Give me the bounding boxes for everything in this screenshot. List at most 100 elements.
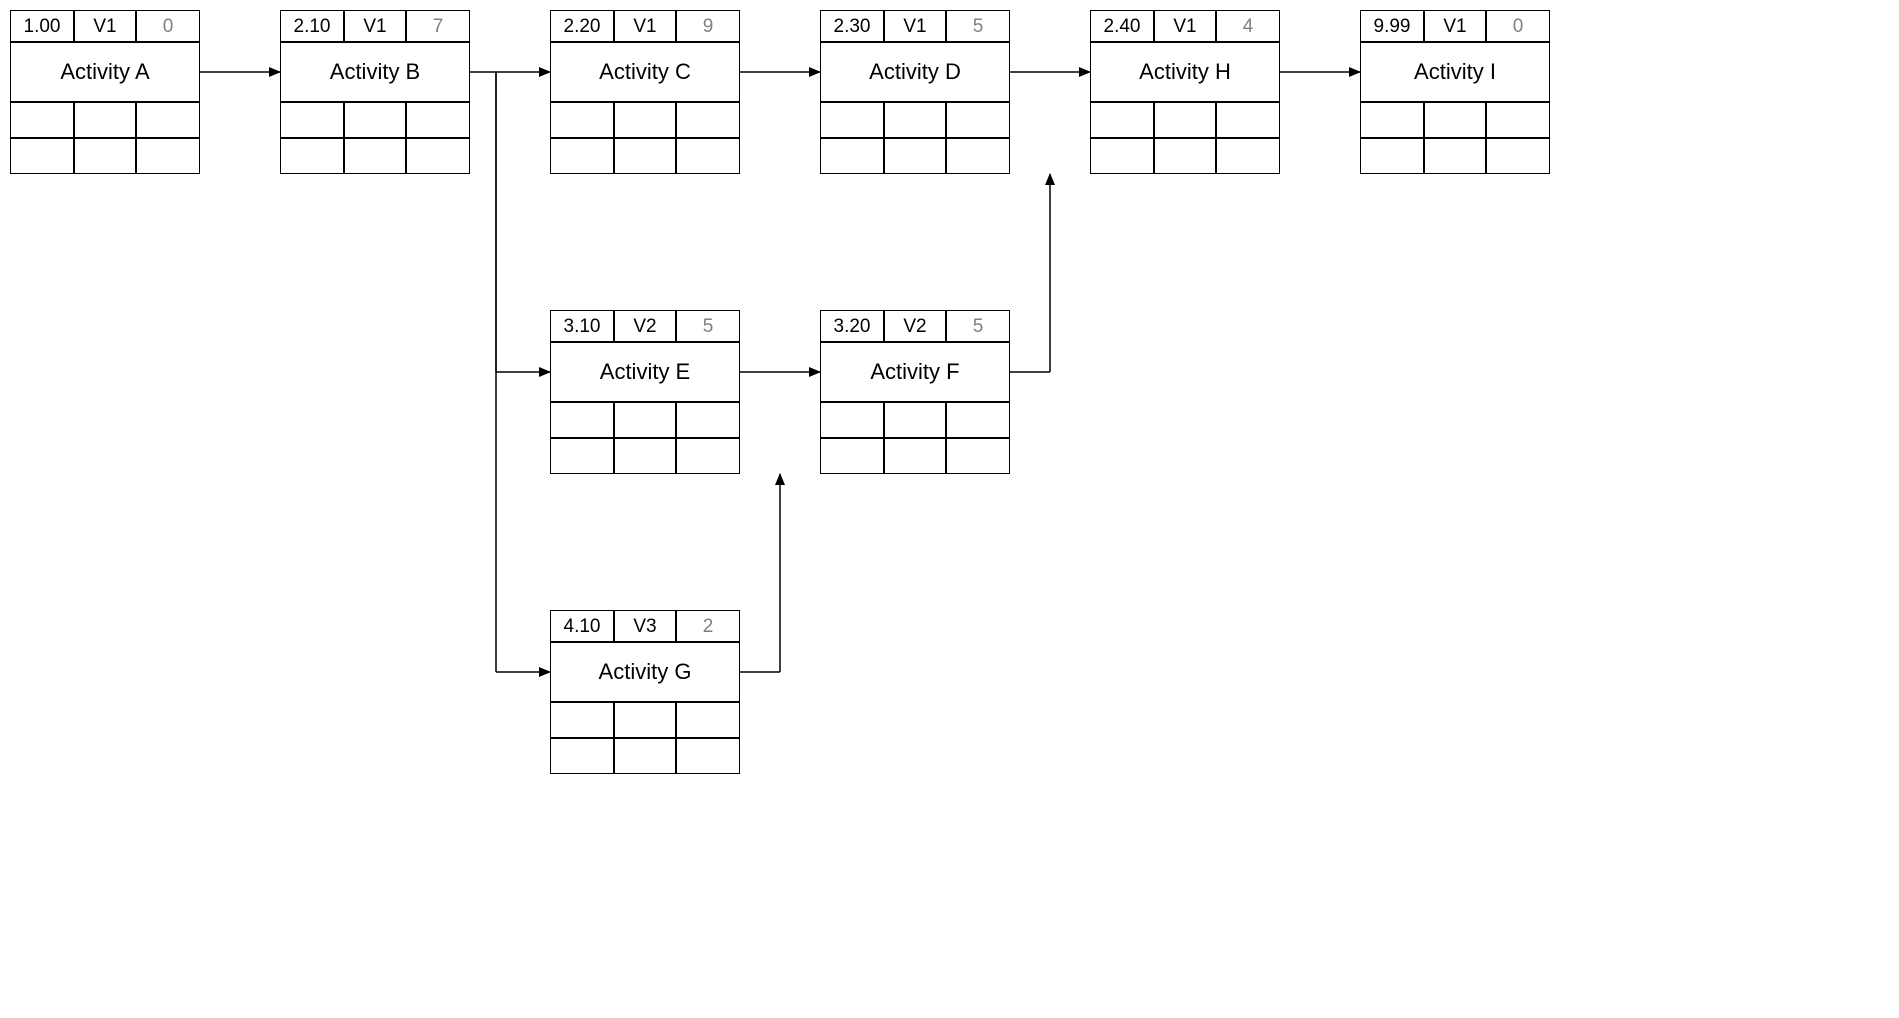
node-empty-cell (884, 138, 946, 174)
node-label: Activity E (550, 342, 740, 402)
node-code: 1.00 (10, 10, 74, 42)
node-count: 5 (946, 310, 1010, 342)
node-empty-cell (676, 702, 740, 738)
node-empty-cell (1360, 102, 1424, 138)
node-empty-cell (1154, 138, 1216, 174)
node-count: 9 (676, 10, 740, 42)
node-version: V1 (1154, 10, 1216, 42)
node-empty-cell (406, 138, 470, 174)
node-empty-cell (820, 438, 884, 474)
node-label: Activity G (550, 642, 740, 702)
node-empty-cell (676, 402, 740, 438)
node-label: Activity C (550, 42, 740, 102)
node-label: Activity A (10, 42, 200, 102)
node-empty-cell (820, 138, 884, 174)
node-empty-cell (676, 438, 740, 474)
node-empty-cell (614, 102, 676, 138)
node-empty-cell (946, 138, 1010, 174)
node-version: V1 (74, 10, 136, 42)
node-empty-cell (884, 102, 946, 138)
node-empty-cell (820, 102, 884, 138)
node-empty-cell (820, 402, 884, 438)
node-version: V1 (1424, 10, 1486, 42)
node-empty-cell (1486, 102, 1550, 138)
node-empty-cell (1090, 102, 1154, 138)
node-empty-cell (136, 138, 200, 174)
node-empty-cell (280, 102, 344, 138)
node-label: Activity D (820, 42, 1010, 102)
node-code: 2.30 (820, 10, 884, 42)
activity-node-H: 2.40V14Activity H (1090, 10, 1280, 174)
node-empty-cell (406, 102, 470, 138)
node-empty-cell (676, 138, 740, 174)
node-empty-cell (550, 102, 614, 138)
node-empty-cell (614, 438, 676, 474)
node-empty-cell (550, 438, 614, 474)
node-count: 0 (136, 10, 200, 42)
node-empty-cell (136, 102, 200, 138)
node-count: 5 (946, 10, 1010, 42)
node-version: V2 (884, 310, 946, 342)
node-empty-cell (280, 138, 344, 174)
node-count: 0 (1486, 10, 1550, 42)
node-version: V1 (614, 10, 676, 42)
activity-node-A: 1.00V10Activity A (10, 10, 200, 174)
node-empty-cell (550, 702, 614, 738)
node-empty-cell (550, 138, 614, 174)
node-empty-cell (946, 102, 1010, 138)
node-empty-cell (1216, 138, 1280, 174)
node-empty-cell (344, 138, 406, 174)
node-empty-cell (10, 138, 74, 174)
node-empty-cell (10, 102, 74, 138)
node-version: V1 (344, 10, 406, 42)
node-code: 3.10 (550, 310, 614, 342)
node-empty-cell (614, 738, 676, 774)
node-empty-cell (344, 102, 406, 138)
node-empty-cell (1090, 138, 1154, 174)
activity-node-B: 2.10V17Activity B (280, 10, 470, 174)
node-empty-cell (1154, 102, 1216, 138)
node-empty-cell (74, 102, 136, 138)
node-empty-cell (1424, 102, 1486, 138)
activity-node-F: 3.20V25Activity F (820, 310, 1010, 474)
node-code: 3.20 (820, 310, 884, 342)
node-empty-cell (946, 402, 1010, 438)
node-count: 4 (1216, 10, 1280, 42)
node-version: V2 (614, 310, 676, 342)
node-empty-cell (1424, 138, 1486, 174)
node-count: 2 (676, 610, 740, 642)
node-code: 9.99 (1360, 10, 1424, 42)
node-empty-cell (614, 702, 676, 738)
node-code: 2.40 (1090, 10, 1154, 42)
node-empty-cell (550, 738, 614, 774)
activity-node-G: 4.10V32Activity G (550, 610, 740, 774)
node-empty-cell (884, 438, 946, 474)
node-code: 2.20 (550, 10, 614, 42)
node-code: 2.10 (280, 10, 344, 42)
activity-network-diagram: 1.00V10Activity A2.10V17Activity B2.20V1… (0, 0, 1899, 1018)
activity-node-I: 9.99V10Activity I (1360, 10, 1550, 174)
node-empty-cell (614, 402, 676, 438)
node-count: 5 (676, 310, 740, 342)
node-empty-cell (946, 438, 1010, 474)
node-label: Activity H (1090, 42, 1280, 102)
node-empty-cell (1486, 138, 1550, 174)
node-empty-cell (676, 738, 740, 774)
node-version: V1 (884, 10, 946, 42)
node-empty-cell (614, 138, 676, 174)
node-label: Activity F (820, 342, 1010, 402)
node-empty-cell (884, 402, 946, 438)
node-empty-cell (74, 138, 136, 174)
node-count: 7 (406, 10, 470, 42)
activity-node-E: 3.10V25Activity E (550, 310, 740, 474)
node-empty-cell (1360, 138, 1424, 174)
node-empty-cell (550, 402, 614, 438)
node-version: V3 (614, 610, 676, 642)
node-empty-cell (1216, 102, 1280, 138)
activity-node-D: 2.30V15Activity D (820, 10, 1010, 174)
node-label: Activity I (1360, 42, 1550, 102)
node-label: Activity B (280, 42, 470, 102)
node-code: 4.10 (550, 610, 614, 642)
node-empty-cell (676, 102, 740, 138)
activity-node-C: 2.20V19Activity C (550, 10, 740, 174)
